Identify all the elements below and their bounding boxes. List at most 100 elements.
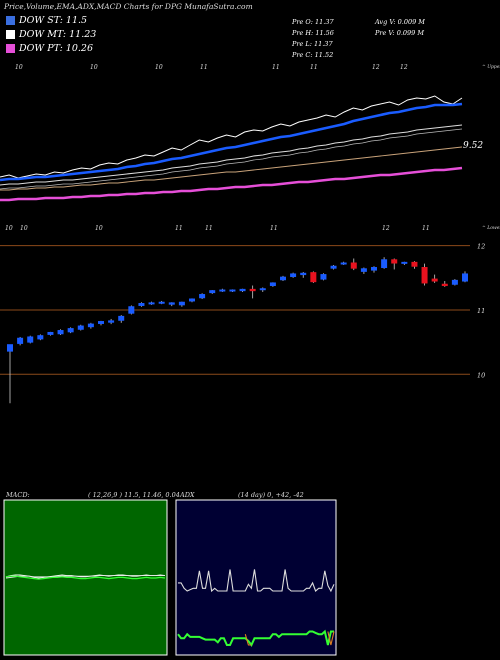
legend-label-mt: DOW MT: 11.23 <box>19 29 97 40</box>
candle-body <box>421 267 428 284</box>
candle-body <box>128 306 135 314</box>
ema-top-label: 12 <box>400 64 408 71</box>
ema-lower-label: ^ Lower <box>482 224 500 231</box>
ema-price-label: 9.52 <box>463 141 483 151</box>
candle-body <box>87 323 94 328</box>
legend-swatch-st <box>6 16 15 25</box>
candle-body <box>168 302 175 305</box>
ema-line-ema-mid <box>0 124 463 186</box>
candle-body <box>381 259 388 269</box>
candle-body <box>158 301 165 304</box>
macd-line-signal <box>5 575 165 579</box>
candle-body <box>57 330 64 335</box>
ema-line-mid-lower <box>0 128 463 190</box>
macd-panel-box <box>3 499 168 656</box>
candle-body <box>108 320 115 323</box>
candle-body <box>290 273 297 278</box>
candle-body <box>249 288 256 292</box>
stat-low: Pre L: 11.37 <box>292 40 333 48</box>
stat-high: Pre H: 11.56 <box>292 29 334 37</box>
macd-params: ( 12,26,9 ) 11.5, 11.46, 0.04 <box>88 491 180 499</box>
stat-close: Pre C: 11.52 <box>292 51 334 59</box>
candle-body <box>462 273 468 282</box>
ema-bottom-label: 11 <box>270 225 278 232</box>
candle-body <box>77 325 84 330</box>
macd-line-histogram <box>5 575 166 580</box>
candle-body <box>401 261 408 264</box>
candle-body <box>37 335 44 340</box>
candle-body <box>178 301 185 306</box>
candle-body <box>209 290 216 294</box>
adx-label: ADX <box>179 491 195 499</box>
candle-body <box>229 289 236 292</box>
stats-col2: Avg V: 0.009 M Pre V: 0.099 M <box>375 17 425 39</box>
legend-label-st: DOW ST: 11.5 <box>19 15 88 26</box>
candle-body <box>27 336 34 343</box>
stat-prev-volume: Pre V: 0.099 M <box>375 29 425 37</box>
price-tick-label: 10 <box>477 371 485 379</box>
candle-body <box>259 288 266 291</box>
legend-dow-st: DOW ST: 11.5 <box>6 15 87 26</box>
candle-body <box>269 282 276 287</box>
candle-body <box>350 262 357 269</box>
candle-body <box>118 315 125 321</box>
price-tick-label: 11 <box>477 307 485 315</box>
price-tick-label: 12 <box>477 243 485 251</box>
candle-body <box>219 289 226 292</box>
ema-upper-label: ^ Upper <box>482 63 500 70</box>
candle-body <box>441 283 448 287</box>
legend-dow-pt: DOW PT: 10.26 <box>6 43 93 54</box>
candle-body <box>371 267 377 271</box>
adx-params: (14 day) 0, +42, -42 <box>238 491 304 499</box>
macd-label: MACD: <box>5 491 30 499</box>
stat-avg-volume: Avg V: 0.009 M <box>375 18 425 26</box>
candle-body <box>7 344 13 352</box>
ema-top-label: 11 <box>310 64 318 71</box>
ema-bottom-label: 11 <box>205 225 213 232</box>
ema-line-ema-long <box>0 146 463 191</box>
legend-dow-mt: DOW MT: 11.23 <box>6 29 96 40</box>
candle-body <box>239 288 246 292</box>
candle-body <box>320 274 327 280</box>
candle-body <box>330 265 337 269</box>
candle-body <box>340 262 347 265</box>
adx-line-di-minus <box>177 629 334 647</box>
ema-line-price <box>0 95 463 179</box>
candle-body <box>451 279 458 285</box>
page-title: Price,Volume,EMA,ADX,MACD Charts for DPG… <box>4 2 253 11</box>
candle-body <box>300 272 307 276</box>
candle-body <box>310 272 317 283</box>
ema-top-label: 12 <box>372 64 380 71</box>
adx-line-adx <box>244 631 335 646</box>
candle-body <box>391 259 398 264</box>
ema-top-label: 11 <box>272 64 280 71</box>
candle-body <box>148 302 155 305</box>
candle-body <box>98 321 104 324</box>
ema-line-ema-pt <box>0 166 463 202</box>
ema-bottom-label: 11 <box>422 225 430 232</box>
ema-top-label: 10 <box>90 64 98 71</box>
legend-label-pt: DOW PT: 10.26 <box>19 43 93 54</box>
candle-body <box>17 337 24 344</box>
ema-bottom-label: 10 <box>20 225 28 232</box>
ema-top-label: 10 <box>15 64 23 71</box>
candle-body <box>360 268 367 272</box>
candle-body <box>431 278 438 282</box>
candle-body <box>189 298 195 302</box>
stats-col1: Pre O: 11.37 Pre H: 11.56 Pre L: 11.37 P… <box>292 17 334 61</box>
legend-swatch-pt <box>6 44 15 53</box>
adx-line-di-plus <box>178 569 335 593</box>
legend-swatch-mt <box>6 30 15 39</box>
ema-bottom-label: 10 <box>5 225 13 232</box>
candle-body <box>199 294 206 299</box>
ema-line-ema-short <box>0 102 463 182</box>
candle-body <box>67 328 74 333</box>
candle-body <box>411 261 418 267</box>
ema-top-label: 10 <box>155 64 163 71</box>
candle-body <box>138 303 145 306</box>
ema-bottom-label: 11 <box>175 225 183 232</box>
ema-top-label: 11 <box>200 64 208 71</box>
ema-bottom-label: 10 <box>95 225 103 232</box>
candle-body <box>280 276 286 281</box>
